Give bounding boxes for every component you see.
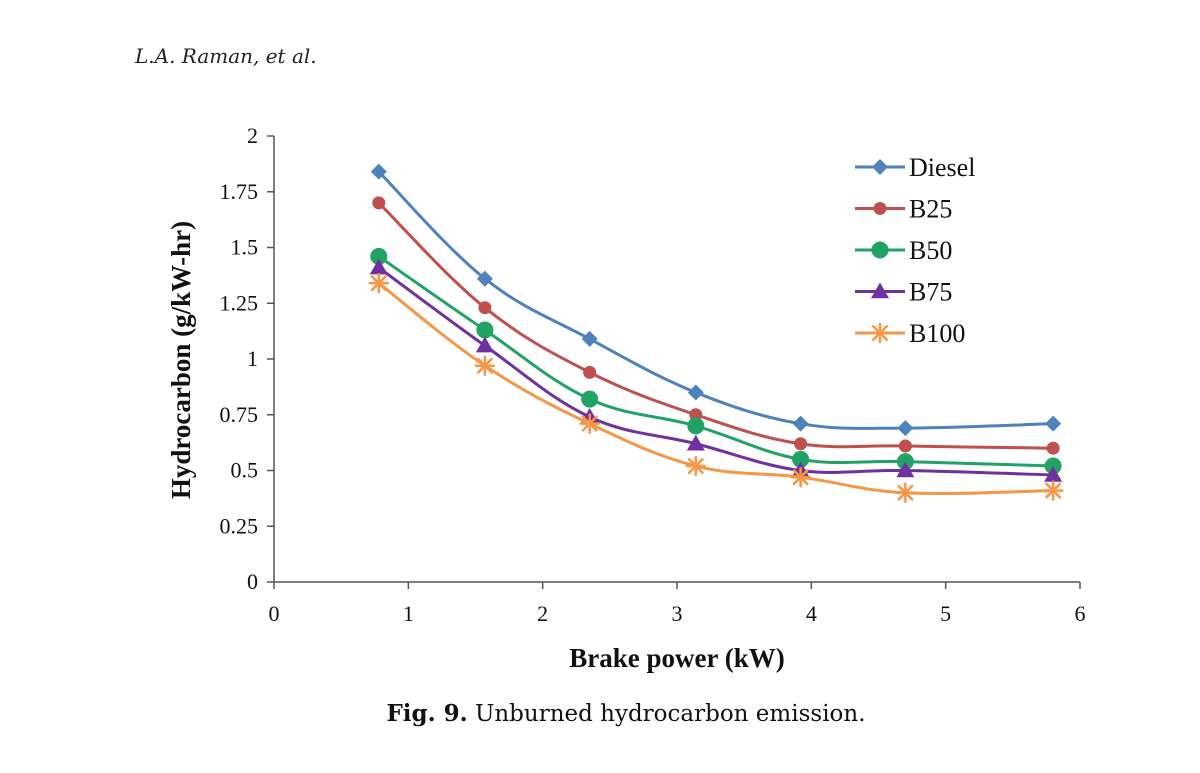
series-b25 bbox=[372, 196, 1060, 455]
data-point bbox=[685, 455, 707, 477]
legend-item-b75: B75 bbox=[855, 278, 952, 307]
caption-label: Fig. 9. bbox=[386, 700, 468, 727]
x-tick-label: 1 bbox=[403, 601, 414, 626]
figure-caption: Fig. 9. Unburned hydrocarbon emission. bbox=[0, 700, 1200, 727]
y-axis-label: Hydrocarbon (g/kW-hr) bbox=[166, 221, 196, 499]
caption-text: Unburned hydrocarbon emission. bbox=[474, 701, 866, 727]
series-b100 bbox=[368, 272, 1064, 504]
legend-label: B50 bbox=[909, 236, 952, 265]
legend-label: B100 bbox=[909, 319, 965, 348]
x-tick-label: 5 bbox=[940, 601, 951, 626]
x-tick-label: 0 bbox=[269, 601, 280, 626]
legend-item-b100: B100 bbox=[855, 319, 965, 348]
legend-item-b25: B25 bbox=[855, 195, 952, 224]
data-point bbox=[896, 461, 915, 478]
series-b50 bbox=[370, 247, 1062, 475]
data-point bbox=[370, 163, 387, 180]
x-tick-label: 3 bbox=[672, 601, 683, 626]
data-point bbox=[370, 247, 388, 265]
data-point bbox=[792, 415, 809, 432]
legend-label: Diesel bbox=[909, 153, 975, 182]
legend-marker bbox=[872, 159, 888, 175]
plot-area bbox=[368, 163, 1064, 504]
data-point bbox=[790, 466, 811, 488]
data-point bbox=[583, 365, 597, 379]
data-point bbox=[687, 417, 705, 435]
data-point bbox=[478, 301, 492, 315]
data-point bbox=[897, 420, 914, 437]
y-tick-label: 0.5 bbox=[231, 458, 259, 483]
data-point bbox=[581, 390, 599, 408]
data-point bbox=[1045, 415, 1062, 432]
legend: Diesel B25 B50 B75 B100 bbox=[855, 153, 975, 348]
axes: 0 1 2 3 4 5 6 0 0.25 0.5 0.75 1 1.25 1.5 1.75 2 bbox=[220, 123, 1086, 626]
data-point bbox=[794, 437, 808, 451]
y-tick-label: 0 bbox=[247, 569, 258, 594]
data-point bbox=[474, 355, 496, 376]
data-point bbox=[1046, 441, 1060, 455]
x-tick-label: 4 bbox=[806, 601, 817, 626]
legend-item-b50: B50 bbox=[855, 236, 952, 265]
data-point bbox=[581, 330, 598, 347]
legend-label: B75 bbox=[909, 278, 952, 307]
y-tick-label: 1.75 bbox=[220, 179, 259, 204]
hydrocarbon-chart: 0 1 2 3 4 5 6 0 0.25 0.5 0.75 1 1.25 1.5 1.75 2 Diesel B… bbox=[166, 123, 1086, 673]
x-axis-label: Brake power (kW) bbox=[569, 643, 785, 673]
y-tick-label: 0.25 bbox=[220, 513, 259, 538]
data-point bbox=[475, 336, 494, 353]
data-point bbox=[1044, 465, 1063, 482]
y-tick-label: 1.5 bbox=[231, 235, 259, 260]
data-point bbox=[687, 384, 704, 401]
legend-item-diesel: Diesel bbox=[855, 153, 975, 182]
x-tick-label: 6 bbox=[1075, 601, 1086, 626]
x-tick-label: 2 bbox=[537, 601, 548, 626]
data-point bbox=[476, 270, 493, 287]
legend-marker bbox=[871, 282, 889, 299]
y-tick-label: 1 bbox=[247, 346, 258, 371]
y-tick-label: 1.25 bbox=[220, 290, 259, 315]
data-point bbox=[369, 258, 388, 275]
data-point bbox=[686, 434, 705, 451]
data-point bbox=[372, 196, 386, 210]
data-point bbox=[898, 439, 912, 453]
data-point bbox=[476, 321, 494, 339]
data-point bbox=[689, 408, 703, 422]
data-point bbox=[1042, 480, 1064, 501]
data-point bbox=[368, 272, 390, 294]
y-tick-label: 2 bbox=[247, 123, 258, 148]
data-point bbox=[579, 413, 600, 434]
legend-marker bbox=[869, 322, 891, 344]
legend-marker bbox=[873, 202, 887, 215]
legend-marker bbox=[871, 241, 889, 259]
data-point bbox=[895, 482, 916, 504]
y-tick-label: 0.75 bbox=[220, 402, 259, 427]
legend-label: B25 bbox=[909, 195, 952, 224]
running-head: L.A. Raman, et al. bbox=[135, 44, 317, 68]
series-diesel bbox=[370, 163, 1062, 437]
data-point bbox=[792, 450, 810, 468]
